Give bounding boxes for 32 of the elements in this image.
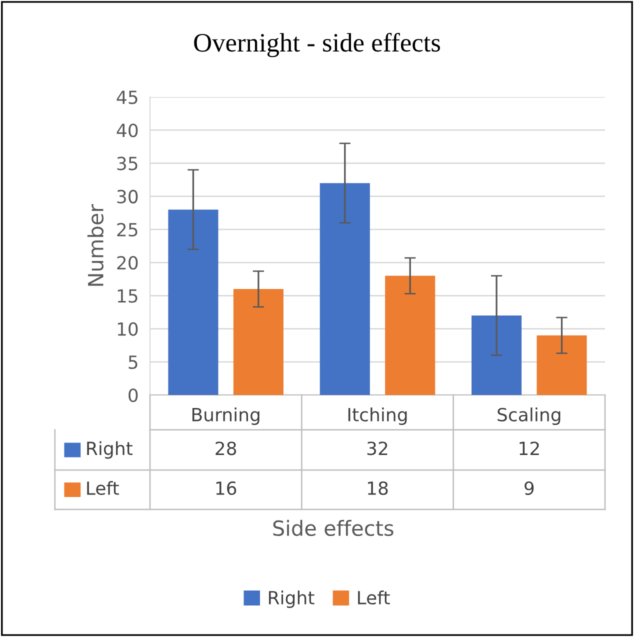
text: Right xyxy=(268,590,314,608)
data-label: 16 xyxy=(216,481,236,496)
data-label: 18 xyxy=(368,481,388,496)
data-label: 28 xyxy=(216,442,236,456)
bar xyxy=(168,210,218,395)
bar xyxy=(385,276,436,395)
data-label: 9 xyxy=(524,481,534,496)
y-tick-label: 20 xyxy=(117,256,138,270)
x-tick-label: Burning xyxy=(192,408,260,425)
y-tick-label: 15 xyxy=(118,289,138,303)
data-label: 32 xyxy=(367,442,388,456)
bar xyxy=(472,316,522,395)
x-tick-label: Scaling xyxy=(498,408,560,425)
chart-title: Overnight - side effects xyxy=(194,32,440,58)
data-label: 12 xyxy=(520,442,539,455)
x-tick-label: Itching xyxy=(348,408,407,425)
bar xyxy=(233,289,284,395)
y-tick-label: 45 xyxy=(116,90,138,104)
legend-label: Right xyxy=(87,441,133,459)
legend-label: Left xyxy=(87,481,119,496)
y-axis-title: Number xyxy=(87,204,104,286)
y-tick-label: 25 xyxy=(117,222,138,237)
y-tick-label: 40 xyxy=(116,124,138,138)
bar xyxy=(536,335,587,395)
x-axis-title: Side effects xyxy=(273,520,394,536)
bar xyxy=(320,183,370,395)
y-tick-label: 5 xyxy=(128,356,138,370)
y-tick-label: 35 xyxy=(117,156,138,170)
y-tick-label: 0 xyxy=(128,388,138,402)
y-tick-label: 10 xyxy=(118,322,138,336)
y-tick-label: 30 xyxy=(117,190,138,204)
text: Left xyxy=(358,590,390,605)
